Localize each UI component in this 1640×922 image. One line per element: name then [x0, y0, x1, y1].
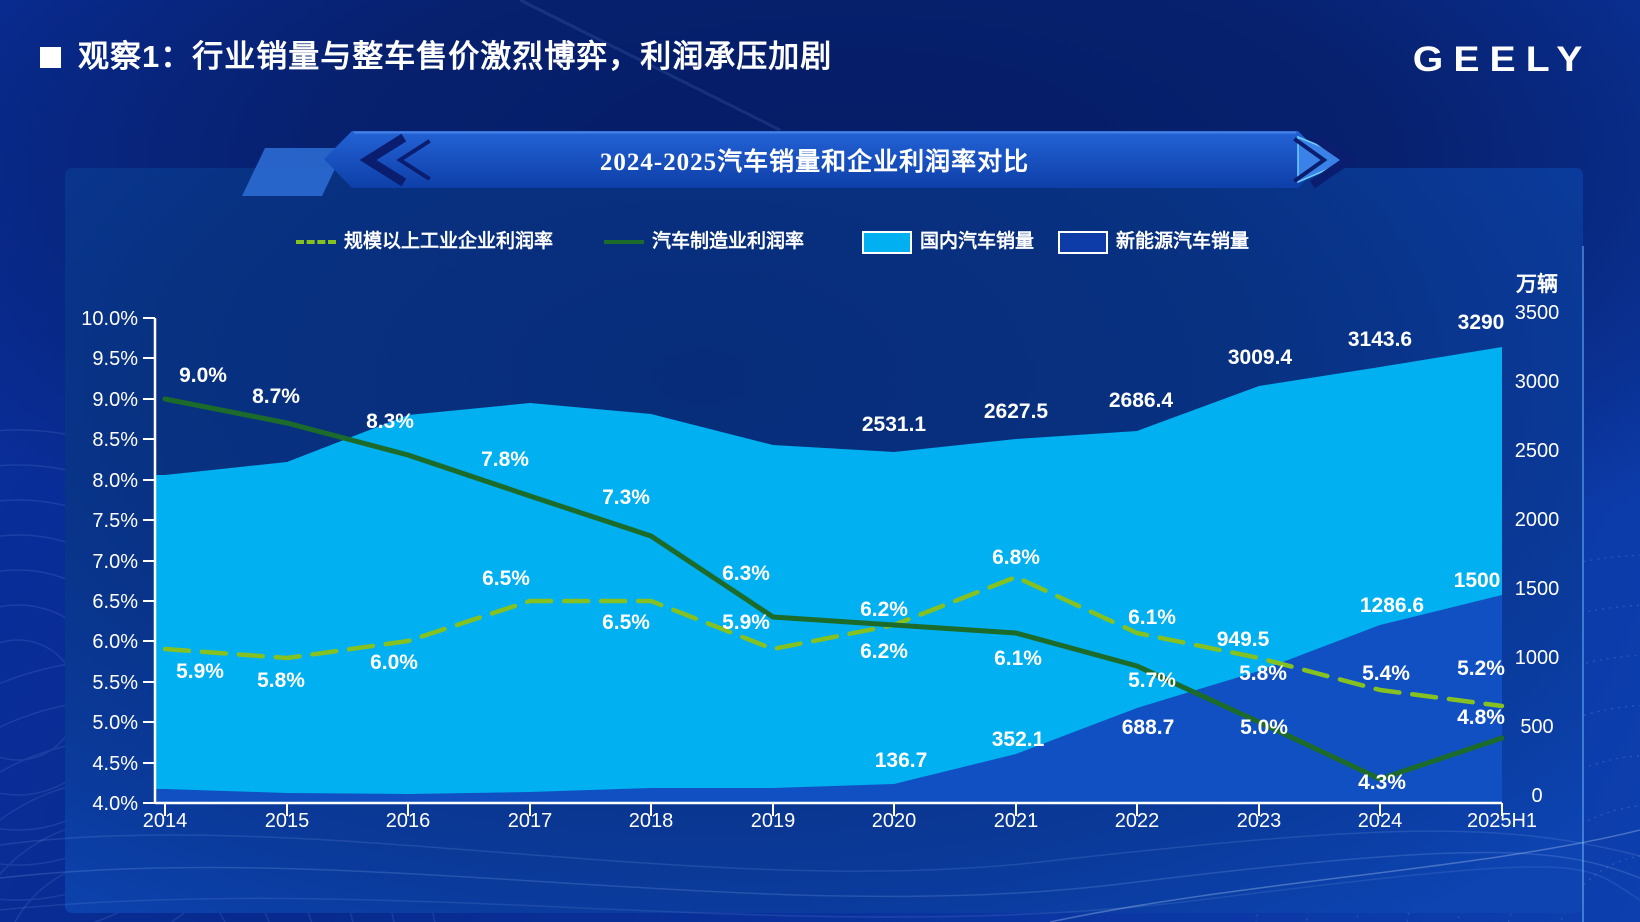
banner-shape — [242, 131, 1356, 196]
chart-title: 2024-2025汽车销量和企业利润率对比 — [599, 148, 1030, 176]
header: 观察1：行业销量与整车售价激烈博弈，利润承压加剧 — [40, 38, 832, 77]
chart-legend: 规模以上工业企业利润率 汽车制造业利润率 国内汽车销量 新能源汽车销量 — [0, 229, 1640, 259]
legend-item-industry-profit: 规模以上工业企业利润率 — [296, 229, 553, 255]
cyan-box-swatch-icon — [862, 231, 912, 254]
banner-right-arrows-icon — [1293, 131, 1356, 189]
banner-bar — [324, 131, 1326, 188]
solid-line-swatch-icon — [604, 240, 644, 244]
banner-left-arrows-icon — [359, 133, 431, 187]
legend-label: 国内汽车销量 — [920, 231, 1035, 252]
dashed-line-swatch-icon — [296, 240, 336, 244]
legend-item-nev-sales: 新能源汽车销量 — [1058, 229, 1249, 255]
title-bullet-icon — [40, 47, 61, 68]
legend-label: 新能源汽车销量 — [1116, 231, 1250, 252]
chart-panel — [65, 168, 1583, 913]
geely-logo: GEELY — [1412, 40, 1592, 79]
legend-item-auto-profit: 汽车制造业利润率 — [604, 229, 804, 255]
legend-label: 规模以上工业企业利润率 — [344, 231, 554, 252]
banner-left-cap — [242, 148, 345, 196]
page-title: 观察1：行业销量与整车售价激烈博弈，利润承压加剧 — [78, 39, 833, 74]
chart-title-banner: 2024-2025汽车销量和企业利润率对比 — [242, 125, 1357, 200]
legend-item-domestic-sales: 国内汽车销量 — [862, 229, 1034, 255]
legend-label: 汽车制造业利润率 — [652, 231, 805, 252]
navy-box-swatch-icon — [1058, 231, 1108, 254]
